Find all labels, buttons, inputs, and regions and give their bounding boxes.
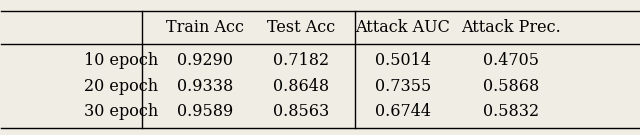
Text: 0.8563: 0.8563 [273,103,329,120]
Text: Test Acc: Test Acc [267,19,335,36]
Text: 0.9338: 0.9338 [177,77,234,94]
Text: 0.5832: 0.5832 [483,103,540,120]
Text: 0.9589: 0.9589 [177,103,234,120]
Text: 20 epoch: 20 epoch [84,77,158,94]
Text: 30 epoch: 30 epoch [84,103,159,120]
Text: 0.8648: 0.8648 [273,77,329,94]
Text: 0.6744: 0.6744 [375,103,431,120]
Text: 0.4705: 0.4705 [483,52,539,69]
Text: 0.5868: 0.5868 [483,77,540,94]
Text: 0.9290: 0.9290 [177,52,234,69]
Text: 0.7355: 0.7355 [374,77,431,94]
Text: Attack Prec.: Attack Prec. [461,19,561,36]
Text: Train Acc: Train Acc [166,19,244,36]
Text: Attack AUC: Attack AUC [355,19,451,36]
Text: 0.7182: 0.7182 [273,52,329,69]
Text: 0.5014: 0.5014 [375,52,431,69]
Text: 10 epoch: 10 epoch [84,52,159,69]
